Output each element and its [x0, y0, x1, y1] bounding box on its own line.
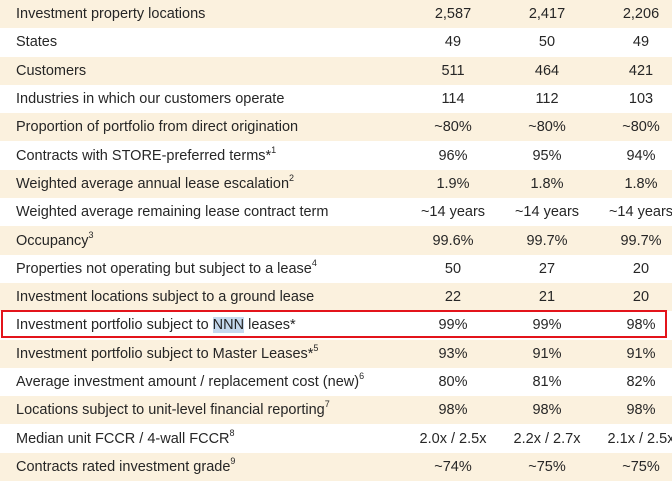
- row-value-1: 2,587: [406, 0, 500, 29]
- footnote-marker: 3: [88, 229, 94, 240]
- row-value-3: 2.1x / 2.5x: [607, 430, 672, 447]
- row-value-3: 98%: [594, 396, 672, 425]
- row-value-1: 96%: [438, 147, 468, 164]
- row-value-2: 21: [500, 282, 594, 312]
- footnote-marker: 1: [271, 144, 277, 155]
- row-value-3: 1.8%: [594, 169, 672, 199]
- row-label: Occupancy3: [0, 226, 406, 255]
- table-row: Proportion of portfolio from direct orig…: [0, 113, 672, 142]
- footnote-marker: 4: [311, 257, 317, 268]
- footnote-marker: 2: [289, 173, 295, 184]
- row-value-3: 20: [632, 260, 650, 277]
- row-value-1: 2.0x / 2.5x: [419, 430, 487, 447]
- row-value-2: 112: [535, 91, 559, 108]
- row-label: Locations subject to unit-level financia…: [0, 396, 406, 425]
- row-value-3: 94%: [626, 147, 656, 164]
- row-label: Proportion of portfolio from direct orig…: [0, 113, 406, 142]
- row-value-2: 99%: [532, 317, 562, 334]
- row-value-3: 99.7%: [594, 226, 672, 255]
- table-row: States 49 50 49: [0, 28, 672, 56]
- row-value-1: ~80%: [406, 113, 500, 142]
- table-row: Median unit FCCR / 4-wall FCCR8 2.0x / 2…: [0, 424, 672, 452]
- row-value-2: ~75%: [500, 452, 594, 482]
- table-row: Investment locations subject to a ground…: [0, 282, 672, 312]
- table-row: Investment portfolio subject to Master L…: [0, 339, 672, 368]
- footnote-marker: 7: [324, 399, 330, 410]
- row-value-1: ~14 years: [420, 204, 486, 221]
- selected-text-nnn[interactable]: NNN: [212, 317, 245, 334]
- row-value-2: ~80%: [500, 113, 594, 142]
- row-value-3: 82%: [626, 374, 656, 390]
- row-value-1: ~74%: [406, 452, 500, 482]
- table-row: Weighted average remaining lease contrac…: [0, 198, 672, 226]
- row-value-3: 98%: [626, 317, 656, 334]
- row-value-1: 98%: [406, 396, 500, 425]
- footnote-marker: 9: [230, 456, 236, 467]
- table-row: Occupancy3 99.6% 99.7% 99.7%: [0, 226, 672, 255]
- row-label: Contracts with STORE-preferred terms*1: [16, 144, 277, 164]
- row-value-1: 50: [444, 260, 462, 277]
- row-value-2: 2,417: [500, 0, 594, 29]
- table-row: Contracts rated investment grade9 ~74% ~…: [0, 452, 672, 482]
- row-label: Weighted average remaining lease contrac…: [16, 204, 329, 221]
- row-value-1: 99.6%: [406, 226, 500, 255]
- row-value-3: 91%: [594, 339, 672, 368]
- table-row: Industries in which our customers operat…: [0, 85, 672, 113]
- table-row: Customers 511 464 421: [0, 56, 672, 85]
- table-row: Properties not operating but subject to …: [0, 255, 672, 283]
- footnote-marker: 6: [359, 371, 365, 382]
- footnote-marker: 5: [313, 342, 319, 353]
- row-value-1: 93%: [406, 339, 500, 368]
- row-value-3: 103: [628, 91, 654, 108]
- row-label: Investment portfolio subject to Master L…: [0, 339, 406, 368]
- row-label: Customers: [0, 56, 406, 85]
- row-value-1: 99%: [438, 317, 468, 334]
- row-value-3: 49: [632, 34, 650, 51]
- row-value-2: 81%: [532, 374, 562, 390]
- table-row: Locations subject to unit-level financia…: [0, 396, 672, 425]
- row-label: Contracts rated investment grade9: [0, 452, 406, 482]
- row-value-2: 464: [500, 56, 594, 85]
- row-value-1: 22: [406, 282, 500, 312]
- row-value-3: ~14 years: [608, 204, 672, 221]
- row-value-2: 91%: [500, 339, 594, 368]
- row-label: Median unit FCCR / 4-wall FCCR8: [16, 427, 235, 447]
- table-row: Weighted average annual lease escalation…: [0, 169, 672, 199]
- row-value-3: ~80%: [594, 113, 672, 142]
- row-value-3: 421: [594, 56, 672, 85]
- row-value-2: 99.7%: [500, 226, 594, 255]
- table-row: Contracts with STORE-preferred terms*1 9…: [0, 141, 672, 169]
- row-value-3: 2,206: [594, 0, 672, 29]
- row-value-2: 2.2x / 2.7x: [513, 430, 581, 447]
- row-value-2: 98%: [500, 396, 594, 425]
- row-value-1: 49: [444, 34, 462, 51]
- row-value-2: 1.8%: [500, 169, 594, 199]
- row-label: Investment locations subject to a ground…: [0, 282, 406, 312]
- row-value-1: 80%: [438, 374, 468, 390]
- row-label: Industries in which our customers operat…: [16, 91, 285, 108]
- row-value-2: 95%: [532, 147, 562, 164]
- row-value-1: 511: [406, 56, 500, 85]
- row-value-3: 20: [594, 282, 672, 312]
- row-label: Average investment amount / replacement …: [16, 371, 365, 390]
- row-label: States: [16, 34, 58, 51]
- row-label: Weighted average annual lease escalation…: [0, 169, 406, 199]
- table-row-highlighted: Investment portfolio subject to NNN leas…: [0, 311, 672, 339]
- footnote-marker: 8: [229, 427, 235, 438]
- row-label: Investment property locations: [0, 0, 406, 29]
- row-value-2: 50: [538, 34, 556, 51]
- table-row: Average investment amount / replacement …: [0, 368, 672, 396]
- row-label: Investment portfolio subject to NNN leas…: [16, 317, 296, 334]
- table-row: Investment property locations 2,587 2,41…: [0, 0, 672, 29]
- row-value-1: 114: [441, 91, 465, 108]
- row-value-2: 27: [538, 260, 556, 277]
- row-value-1: 1.9%: [406, 169, 500, 199]
- row-value-2: ~14 years: [514, 204, 580, 221]
- row-value-3: ~75%: [594, 452, 672, 482]
- row-label: Properties not operating but subject to …: [16, 257, 317, 277]
